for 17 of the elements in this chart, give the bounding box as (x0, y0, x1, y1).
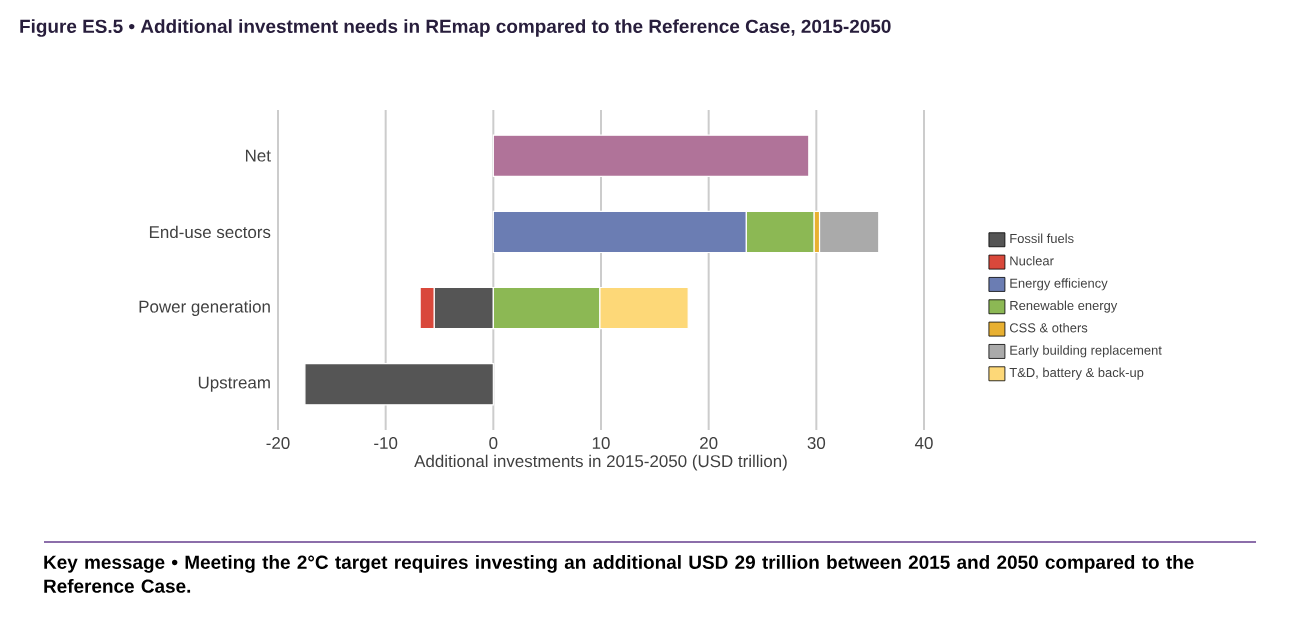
y-tick-label: End-use sectors (149, 225, 271, 239)
bar (304, 363, 494, 406)
chart-title: Figure ES.5 • Additional investment needs in REmap compared to the Reference Case, 2015-2050 (20, 19, 891, 37)
x-tick-label: 0 (489, 437, 498, 450)
y-tick-label: Upstream (198, 376, 270, 392)
bar (492, 134, 810, 177)
y-tick-label: Power generation (139, 300, 270, 316)
bar (818, 210, 880, 254)
x-tick-label: 40 (914, 437, 933, 450)
x-axis-title: Additional investments in 2015-2050 (USD trillion) (414, 454, 787, 471)
y-tick-label: Net (245, 149, 271, 162)
x-tick-label: 10 (592, 437, 610, 450)
x-tick-label: -10 (374, 437, 398, 450)
x-tick-label: 20 (700, 437, 718, 450)
x-tick-label: 30 (807, 437, 826, 450)
text: Key message • Meeting the 2°C target requires investing an additional USD 29 trillion between 2015 and 2050 compared to the Reference Case. (44, 555, 1194, 593)
x-tick-label: -20 (266, 437, 290, 450)
